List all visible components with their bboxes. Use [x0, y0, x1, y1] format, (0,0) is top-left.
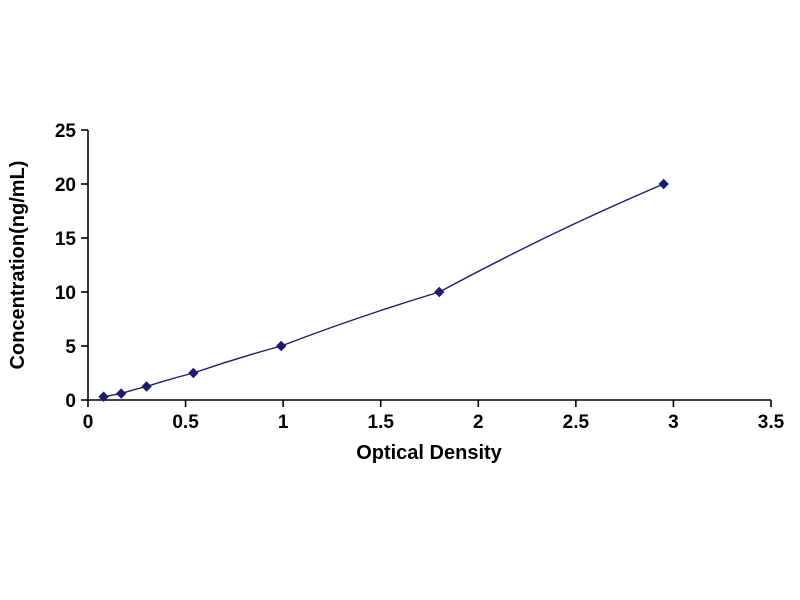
plot-area: 0 0.5 1 1.5 2 2.5 3 3.5 0 5 10 15 20 25: [55, 121, 785, 433]
y-tick-label: 20: [55, 175, 76, 196]
x-tick-label: 0: [83, 412, 94, 433]
x-tick-label: 1: [278, 412, 289, 433]
data-point-marker: [275, 340, 287, 352]
y-tick-label: 10: [55, 283, 76, 304]
x-axis-title: Optical Density: [356, 442, 502, 464]
y-tick-label: 15: [55, 229, 77, 250]
y-tick-label: 0: [65, 391, 76, 412]
y-axis-title: Concentration(ng/mL): [7, 161, 29, 370]
data-point-marker: [658, 178, 669, 190]
data-point-marker: [141, 381, 152, 392]
data-point-marker: [434, 286, 445, 298]
x-tick-label: 0.5: [172, 412, 199, 433]
x-tick-label: 2.5: [563, 412, 590, 433]
data-point-marker: [98, 391, 109, 402]
x-tick-label: 3.5: [758, 412, 785, 433]
series-line: [103, 183, 664, 398]
y-tick-label: 25: [55, 121, 77, 142]
data-point-marker: [115, 388, 127, 399]
x-tick-label: 2: [473, 412, 484, 433]
y-tick-label: 5: [65, 337, 76, 358]
x-tick-label: 3: [668, 412, 679, 433]
data-point-marker: [188, 367, 199, 379]
x-tick-label: 1.5: [368, 412, 395, 433]
